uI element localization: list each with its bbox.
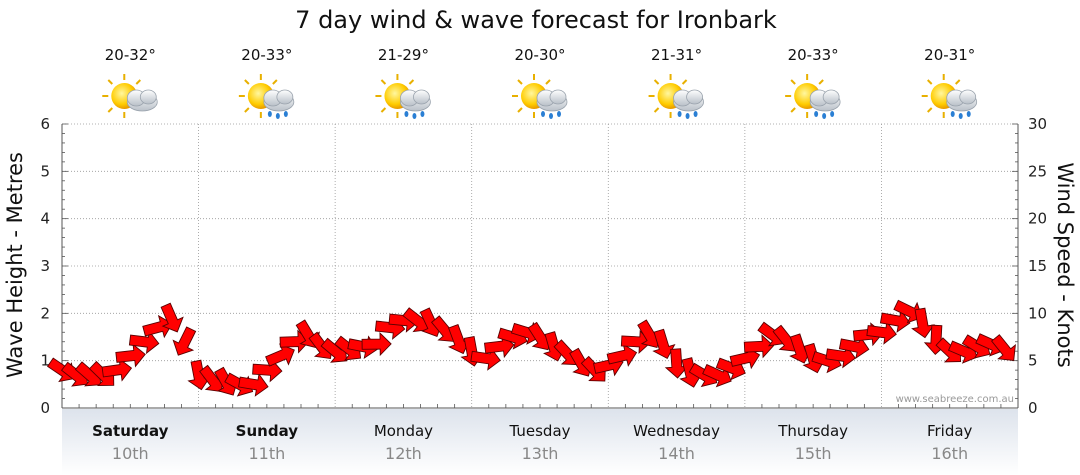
wind-arrow (879, 309, 911, 333)
partly-cloudy-rain-icon (374, 73, 432, 119)
wind-arrow (652, 328, 676, 360)
y-axis-left-label: Wave Height - Metres (3, 152, 27, 378)
wind-arrow (172, 326, 197, 356)
date-label: 13th (522, 444, 559, 463)
daily-forecast-row: 20-32° 20-33° 21-29° 20-30° 21-31° 20-33° 20-3… (101, 46, 978, 119)
chart-grid (61, 123, 1019, 409)
partly-cloudy-rain-icon (237, 73, 295, 119)
partly-cloudy-rain-icon (784, 73, 842, 119)
y-tick-label-right: 15 (1028, 257, 1047, 275)
y-tick-label-right: 5 (1028, 352, 1038, 370)
day-label: Saturday (92, 422, 169, 440)
wind-arrow (620, 329, 652, 354)
wind-arrow (265, 343, 295, 367)
y-tick-label-right: 30 (1028, 115, 1047, 133)
date-label: 15th (795, 444, 832, 463)
credit-text: www.seabreeze.com.au (896, 394, 1014, 405)
day-label: Wednesday (633, 422, 720, 440)
wind-arrow (128, 330, 160, 355)
partly-cloudy-rain-icon (511, 73, 568, 119)
y-tick-label-left: 6 (40, 115, 50, 133)
temp-range: 20-30° (514, 46, 565, 64)
wind-arrow (990, 334, 1016, 361)
temp-range: 21-31° (651, 46, 702, 64)
day-label: Thursday (777, 422, 848, 440)
y-tick-label-left: 4 (40, 210, 50, 228)
date-label: 11th (248, 444, 285, 463)
wind-arrow (866, 320, 897, 345)
chart-title: 7 day wind & wave forecast for Ironbark (295, 6, 777, 34)
partly-cloudy-icon (101, 73, 159, 119)
partly-cloudy-rain-icon (920, 73, 978, 119)
y-tick-label-right: 0 (1028, 399, 1038, 417)
y-tick-label-right: 10 (1028, 304, 1047, 322)
wind-arrow (664, 348, 689, 379)
day-label: Tuesday (508, 422, 570, 440)
y-tick-label-left: 0 (40, 399, 50, 417)
partly-cloudy-rain-icon (647, 73, 705, 119)
day-label: Friday (927, 422, 973, 440)
wind-arrow (838, 335, 870, 360)
date-label: 16th (931, 444, 968, 463)
temp-range: 20-33° (788, 46, 839, 64)
y-tick-label-left: 3 (40, 257, 50, 275)
day-axis-background (62, 409, 1018, 475)
wind-arrow (606, 343, 638, 367)
wind-arrow (142, 314, 173, 339)
wind-arrow (160, 302, 184, 333)
wind-arrow (279, 329, 310, 354)
wind-arrow (115, 343, 146, 368)
wind-arrow (743, 334, 775, 359)
wind-arrow (825, 344, 856, 369)
y-tick-label-left: 1 (40, 352, 50, 370)
wind-arrow (101, 357, 133, 382)
temp-range: 20-33° (241, 46, 292, 64)
y-tick-label-left: 2 (40, 304, 50, 322)
temp-range: 20-31° (924, 46, 975, 64)
wind-arrow (893, 299, 923, 324)
wind-arrow (702, 363, 732, 388)
date-label: 14th (658, 444, 695, 463)
wind-arrow (911, 307, 935, 339)
date-label: 12th (385, 444, 422, 463)
y-tick-label-right: 25 (1028, 162, 1047, 180)
wind-arrows (46, 299, 1016, 397)
wind-arrow (361, 331, 392, 357)
day-label: Sunday (236, 422, 299, 440)
axis-ticks: 0 1 2 3 4 5 6 0 5 10 15 20 25 30 (40, 115, 1047, 417)
y-tick-label-right: 20 (1028, 210, 1047, 228)
day-axis: Saturday 10th Sunday 11th Monday 12th Tuesday 1… (62, 409, 1018, 475)
temp-range: 20-32° (105, 46, 156, 64)
y-axis-right-label: Wind Speed - Knots (1053, 162, 1077, 367)
temp-range: 21-29° (378, 46, 429, 64)
y-tick-label-left: 5 (40, 162, 50, 180)
day-label: Monday (374, 422, 433, 440)
date-label: 10th (112, 444, 149, 463)
wind-arrow (238, 372, 269, 397)
